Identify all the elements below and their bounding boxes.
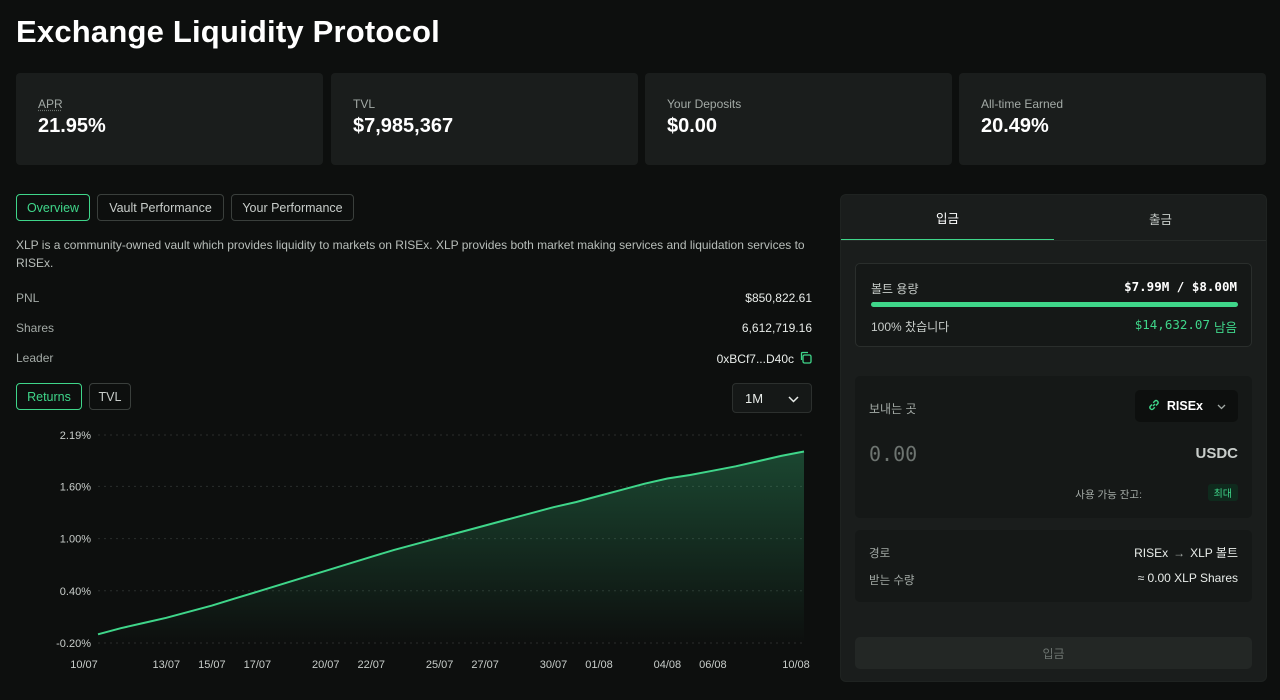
y-tick-label: 2.19%: [60, 430, 91, 442]
stat-value: 20.49%: [981, 115, 1049, 137]
tab-your-performance[interactable]: Your Performance: [231, 194, 354, 221]
vault-description: XLP is a community-owned vault which pro…: [16, 238, 805, 270]
x-tick-label: 01/08: [585, 659, 613, 671]
leader-address: 0xBCf7...D40c: [717, 351, 812, 367]
from-label: 보내는 곳: [869, 402, 917, 416]
amount-box: 보내는 곳 RISEx 0.00 USDC 사용 가능 잔고: 최대: [855, 376, 1252, 518]
y-tick-label: 1.60%: [60, 481, 91, 493]
tab-withdraw[interactable]: 출금: [1148, 212, 1172, 227]
submit-deposit-button[interactable]: 입금: [855, 637, 1252, 669]
x-tick-label: 04/08: [654, 659, 682, 671]
tab-overview[interactable]: Overview: [16, 194, 90, 221]
route-box: 경로 RISEx → XLP 볼트 받는 수량 ≈ 0.00 XLP Share…: [855, 530, 1252, 602]
stat-label: Your Deposits: [667, 97, 742, 111]
returns-line: [97, 450, 805, 636]
capacity-bar: [871, 302, 1238, 307]
receive-value: ≈ 0.00 XLP Shares: [1137, 571, 1238, 585]
stat-card-apr: APR 21.95%: [16, 73, 323, 165]
balance-label: 사용 가능 잔고:: [1075, 489, 1142, 501]
leader-row: Leader 0xBCf7...D40c: [16, 351, 812, 367]
leader-value: 0xBCf7...D40c: [716, 352, 794, 366]
stat-value: $7,985,367: [353, 115, 454, 137]
capacity-label: 볼트 용량: [871, 282, 919, 296]
shares-label: Shares: [16, 321, 55, 335]
leader-label: Leader: [16, 351, 54, 365]
source-select[interactable]: RISEx: [1134, 390, 1238, 422]
remaining-amount: $14,632.07: [1134, 317, 1210, 332]
x-tick-label: 30/07: [540, 659, 568, 671]
x-tick-label: 25/07: [426, 659, 454, 671]
source-value: RISEx: [1166, 399, 1203, 413]
range-select[interactable]: 1M: [732, 383, 812, 413]
shares-value: 6,612,719.16: [741, 321, 812, 335]
x-tick-label: 27/07: [471, 659, 499, 671]
stat-label[interactable]: APR: [38, 97, 63, 111]
x-tick-label: 20/07: [312, 659, 340, 671]
page-title: Exchange Liquidity Protocol: [16, 14, 440, 49]
stat-value: $0.00: [667, 115, 718, 137]
returns-area: [98, 451, 804, 643]
route-value: RISEx → XLP 볼트: [1134, 544, 1238, 561]
remaining-suffix: 남음: [1213, 321, 1237, 335]
y-tick-label: 1.00%: [60, 534, 91, 546]
stat-card-deposits: Your Deposits $0.00: [645, 73, 952, 165]
tab-deposit[interactable]: 입금: [841, 195, 1054, 241]
chevron-down-icon: [788, 391, 799, 406]
range-value: 1M: [745, 390, 764, 406]
tab-vault-performance[interactable]: Vault Performance: [97, 194, 224, 221]
pnl-row: PNL $850,822.61: [16, 291, 812, 305]
amount-input[interactable]: 0.00: [869, 442, 918, 466]
stat-value: 21.95%: [38, 115, 106, 137]
route-label: 경로: [869, 548, 891, 560]
chevron-down-icon: [1217, 399, 1226, 413]
toggle-tvl[interactable]: TVL: [89, 383, 131, 410]
tab-divider: [841, 240, 1266, 241]
vault-capacity: 볼트 용량 $7.99M / $8.00M 100% 찼습니다 $14,632.…: [855, 263, 1252, 347]
shares-row: Shares 6,612,719.16: [16, 321, 812, 335]
capacity-bar-fill: [871, 302, 1238, 307]
y-tick-label: 0.40%: [60, 586, 91, 598]
x-tick-label: 17/07: [244, 659, 272, 671]
toggle-returns[interactable]: Returns: [16, 383, 82, 410]
x-tick-label: 15/07: [198, 659, 226, 671]
stat-label: All-time Earned: [981, 97, 1064, 111]
route-to: XLP 볼트: [1190, 546, 1238, 560]
stat-card-earned: All-time Earned 20.49%: [959, 73, 1266, 165]
x-tick-label: 06/08: [699, 659, 727, 671]
copy-icon[interactable]: [799, 351, 812, 367]
pnl-value: $850,822.61: [745, 291, 812, 305]
remaining: $14,632.07 남음: [1135, 317, 1237, 336]
deposit-panel: 입금 출금 볼트 용량 $7.99M / $8.00M 100% 찼습니다 $1…: [840, 194, 1267, 682]
y-tick-label: -0.20%: [56, 638, 91, 650]
x-tick-label: 13/07: [153, 659, 181, 671]
token-label: USDC: [1195, 445, 1238, 462]
stat-label: TVL: [353, 97, 376, 111]
route-from: RISEx: [1134, 545, 1169, 560]
x-tick-label: 22/07: [358, 659, 386, 671]
pnl-label: PNL: [16, 291, 40, 305]
capacity-value: $7.99M / $8.00M: [1124, 279, 1237, 294]
arrow-right-icon: →: [1173, 545, 1186, 560]
filled-label: 100% 찼습니다: [871, 320, 950, 334]
stat-card-tvl: TVL $7,985,367: [331, 73, 638, 165]
x-tick-label: 10/08: [782, 659, 810, 671]
max-button[interactable]: 최대: [1207, 484, 1238, 501]
returns-chart: 2.19% 1.60% 1.00% 0.40% -0.20% 10/07 13/07 15/0…: [56, 430, 810, 671]
receive-label: 받는 수량: [869, 575, 915, 587]
link-icon: [1147, 398, 1161, 415]
x-tick-label: 10/07: [70, 659, 98, 671]
